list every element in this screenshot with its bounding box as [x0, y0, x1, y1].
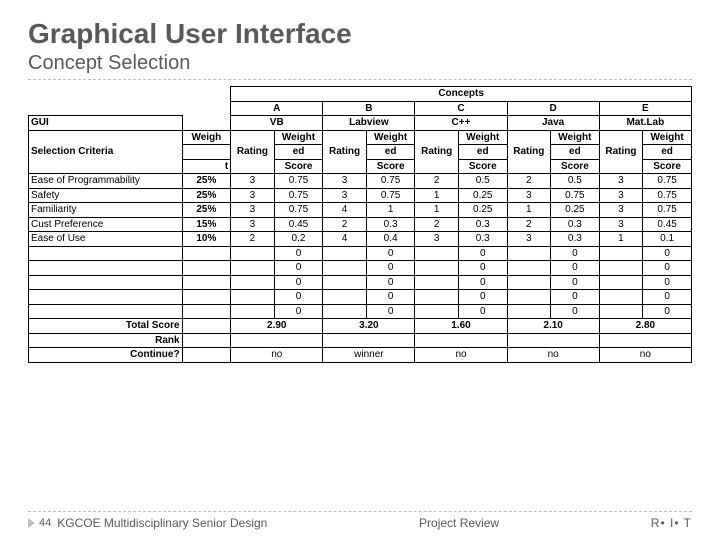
triangle-icon — [28, 518, 35, 528]
footer: 44 KGCOE Multidisciplinary Senior Design… — [0, 511, 720, 530]
slide-title: Graphical User Interface — [28, 18, 692, 50]
selection-table: ConceptsABCDEGUIVBLabviewC++JavaMat.LabS… — [28, 86, 692, 363]
footer-left: KGCOE Multidisciplinary Senior Design — [57, 516, 267, 530]
slide-subtitle: Concept Selection — [28, 52, 692, 75]
footer-divider — [28, 511, 692, 512]
divider — [28, 79, 692, 80]
footer-right: R• I• T — [651, 516, 692, 530]
footer-center: Project Review — [419, 516, 499, 530]
page-number: 44 — [39, 517, 51, 529]
